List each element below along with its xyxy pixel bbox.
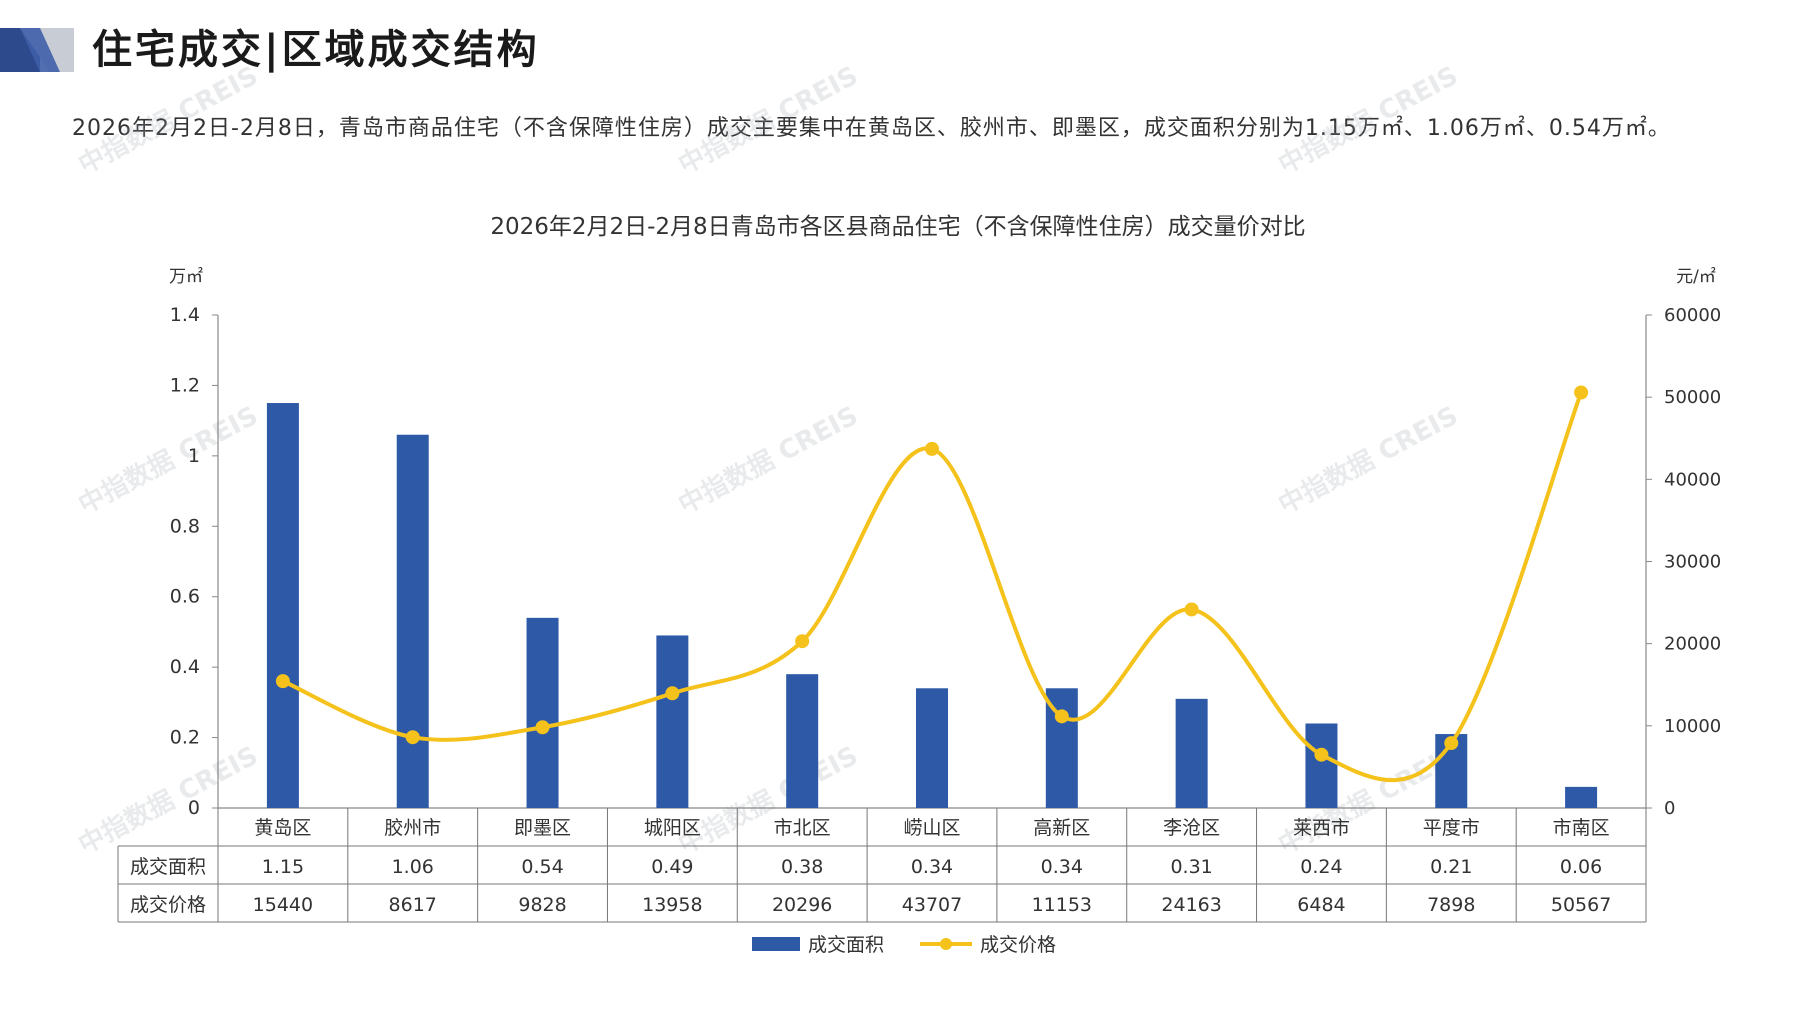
bar	[1305, 723, 1338, 808]
combo-chart: 2026年2月2日-2月8日青岛市各区县商品住宅（不含保障性住房）成交量价对比 …	[117, 214, 1721, 956]
price-point	[1314, 747, 1329, 762]
logo-mark-icon	[0, 28, 74, 72]
x-tick-label: 市北区	[774, 817, 831, 839]
y-left-tick-label: 0.8	[170, 515, 200, 537]
y-left-tick-label: 0	[188, 797, 200, 819]
chart-container: 2026年2月2日-2月8日青岛市各区县商品住宅（不含保障性住房）成交量价对比 …	[0, 200, 1797, 980]
table-series-label: 成交价格	[130, 894, 206, 916]
price-point	[275, 674, 290, 689]
y-left-tick-label: 1	[188, 445, 200, 467]
bar	[1565, 786, 1598, 808]
x-tick-label: 李沧区	[1163, 817, 1220, 839]
data-label: 50567	[1551, 894, 1611, 916]
data-label: 0.06	[1560, 856, 1602, 878]
x-tick-label: 市南区	[1553, 817, 1610, 839]
data-label: 7898	[1427, 894, 1475, 916]
legend-swatch-point	[940, 938, 952, 950]
bar	[656, 635, 689, 808]
page-header: 住宅成交|区域成交结构	[0, 22, 1797, 78]
bar	[916, 688, 948, 808]
bar	[1175, 698, 1208, 808]
chart-title: 2026年2月2日-2月8日青岛市各区县商品住宅（不含保障性住房）成交量价对比	[490, 214, 1305, 240]
summary-text: 2026年2月2日-2月8日，青岛市商品住宅（不含保障性住房）成交主要集中在黄岛…	[72, 116, 1671, 141]
x-tick-label: 高新区	[1033, 817, 1090, 839]
bar	[786, 674, 819, 808]
x-tick-label: 莱西市	[1293, 817, 1350, 839]
x-tick-label: 胶州市	[384, 817, 441, 839]
bar	[266, 403, 299, 808]
y-right-tick-label: 50000	[1664, 387, 1721, 408]
y-right-tick-label: 60000	[1664, 305, 1721, 326]
x-tick-label: 即墨区	[514, 817, 571, 839]
legend-swatch-bar	[752, 937, 800, 951]
y-right-tick-label: 20000	[1664, 634, 1721, 655]
y-left-tick-label: 1.2	[170, 374, 200, 396]
y-left-tick-label: 0.4	[170, 656, 200, 678]
data-label: 0.31	[1170, 856, 1212, 878]
bar	[526, 617, 559, 808]
price-point	[665, 686, 680, 701]
data-label: 0.54	[521, 856, 563, 878]
data-label: 8617	[389, 894, 437, 916]
price-point	[1054, 709, 1069, 724]
table-series-label: 成交面积	[130, 856, 206, 878]
data-label: 9828	[518, 894, 566, 916]
price-point	[1574, 385, 1589, 400]
y-right-tick-label: 10000	[1664, 716, 1721, 737]
y-left-tick-label: 0.6	[170, 586, 200, 608]
x-tick-label: 平度市	[1423, 817, 1480, 839]
y-right-tick-label: 0	[1664, 798, 1675, 819]
price-point	[405, 730, 420, 745]
data-label: 43707	[902, 894, 962, 916]
data-label: 1.06	[392, 856, 434, 878]
y-left-unit: 万㎡	[169, 267, 203, 287]
page-title: 住宅成交|区域成交结构	[92, 27, 540, 73]
y-right-unit: 元/㎡	[1676, 267, 1716, 287]
data-label: 0.21	[1430, 856, 1472, 878]
price-point	[1184, 602, 1199, 617]
price-point	[1444, 736, 1459, 751]
data-label: 20296	[772, 894, 832, 916]
y-right-tick-label: 40000	[1664, 469, 1721, 490]
legend-label: 成交面积	[808, 934, 884, 956]
data-label: 24163	[1161, 894, 1221, 916]
y-left-tick-label: 0.2	[170, 727, 200, 749]
data-label: 0.49	[651, 856, 693, 878]
price-point	[925, 441, 939, 456]
data-label: 13958	[642, 894, 702, 916]
y-right-tick-label: 30000	[1664, 552, 1721, 573]
data-label: 0.24	[1300, 856, 1342, 878]
legend-label: 成交价格	[980, 934, 1056, 956]
y-left-tick-label: 1.4	[170, 304, 200, 326]
data-label: 0.38	[781, 856, 823, 878]
data-label: 15440	[253, 894, 313, 916]
bar	[396, 434, 429, 808]
price-point	[535, 720, 550, 735]
data-label: 0.34	[1041, 856, 1083, 878]
data-label: 0.34	[911, 856, 953, 878]
data-label: 6484	[1297, 894, 1345, 916]
x-tick-label: 崂山区	[903, 817, 960, 839]
x-tick-label: 城阳区	[644, 817, 701, 839]
price-point	[795, 634, 810, 649]
data-label: 11153	[1032, 894, 1092, 916]
x-tick-label: 黄岛区	[254, 817, 311, 839]
data-label: 1.15	[262, 856, 304, 878]
